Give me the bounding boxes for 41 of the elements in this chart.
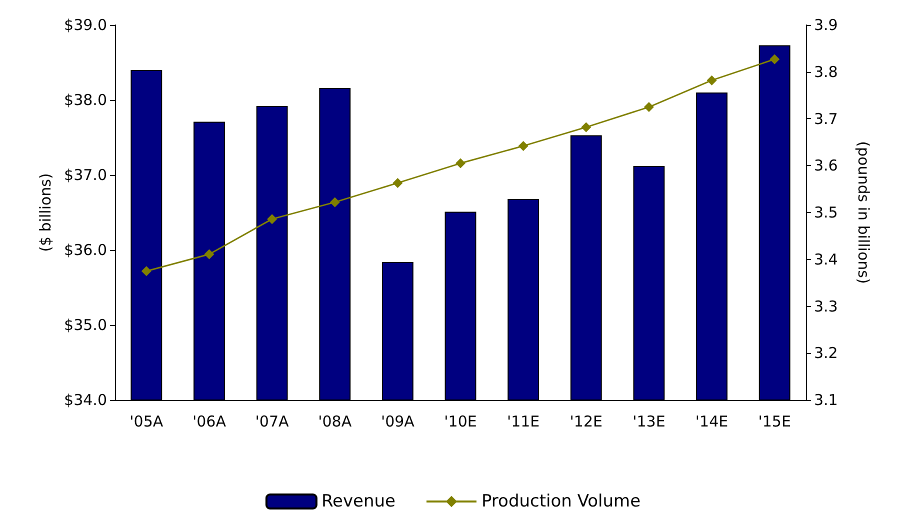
y-tick-label: $35.0: [64, 316, 107, 334]
x-tick-label: '10E: [444, 412, 477, 430]
y2-tick-label: 3.5: [814, 204, 838, 222]
y-tick-label: $36.0: [64, 241, 107, 259]
point: [770, 54, 780, 64]
y-axis-title: ($ billions): [36, 173, 54, 252]
y2-tick-label: 3.8: [814, 62, 838, 81]
point: [644, 102, 654, 112]
point: [204, 249, 214, 260]
point: [456, 158, 466, 168]
point: [706, 75, 717, 86]
point: [581, 122, 592, 132]
y-tick-label: $37.0: [64, 166, 107, 184]
x-tick-label: '09A: [380, 412, 416, 430]
legend-label: Revenue: [321, 492, 396, 512]
x-tick-label: '13E: [632, 412, 666, 430]
x-tick-label: '05A: [130, 412, 164, 430]
point: [392, 178, 403, 188]
y-tick-label: $39.0: [64, 16, 107, 34]
point: [267, 214, 278, 224]
point: [141, 266, 152, 276]
x-tick-label: '14E: [695, 412, 728, 430]
y-tick-label: $34.0: [64, 391, 107, 409]
point: [330, 197, 340, 208]
y2-tick-label: 3.4: [814, 250, 838, 268]
y2-tick-label: 3.9: [814, 16, 838, 34]
y-tick-label: $38.0: [64, 91, 107, 109]
x-tick-label: '15E: [758, 412, 791, 430]
y2-tick-label: 3.7: [814, 110, 838, 128]
x-tick-label: '11E: [506, 412, 540, 430]
y2-tick-label: 3.3: [814, 297, 838, 316]
legend-label: Production Volume: [481, 492, 641, 512]
x-tick-label: '06A: [192, 412, 227, 430]
y2-tick-label: 3.1: [814, 391, 838, 409]
point: [518, 140, 528, 151]
y2-tick-label: 3.2: [814, 344, 838, 362]
x-tick-label: '07A: [255, 412, 290, 430]
x-tick-label: '08A: [318, 412, 352, 430]
x-tick-label: '12E: [570, 412, 602, 430]
y2-axis-title: (pounds in billions): [854, 141, 872, 284]
y2-tick-label: 3.6: [814, 156, 838, 175]
